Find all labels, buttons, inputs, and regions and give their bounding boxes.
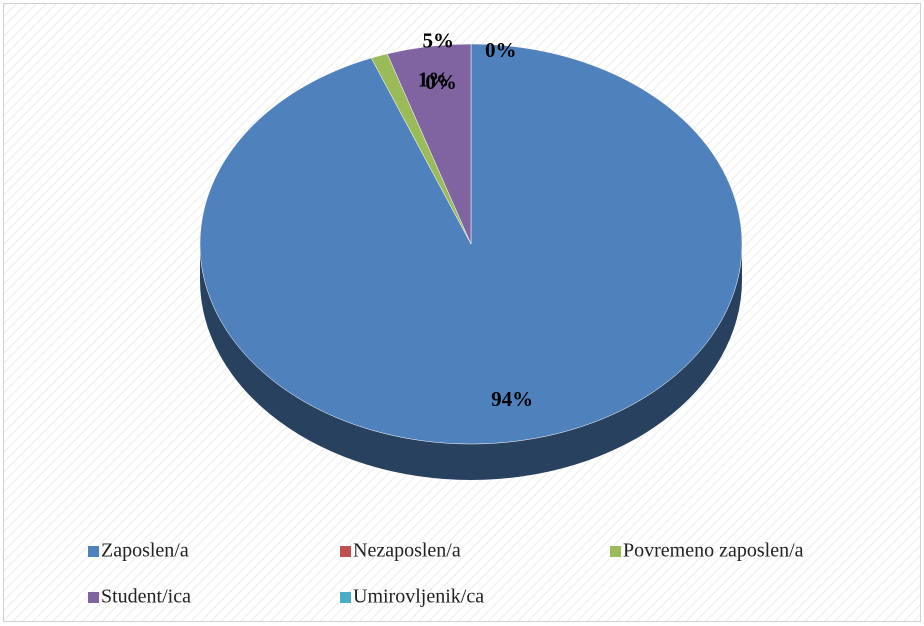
legend: Zaposlen/a Nezaposlen/a Povremeno zaposlen…: [88, 540, 804, 608]
data-label: 5%: [423, 28, 455, 52]
data-label: 94%: [491, 387, 533, 411]
legend-label: Povremeno zaposlen/a: [623, 540, 804, 562]
slice: [386, 43, 472, 245]
data-label: 1%: [418, 68, 450, 92]
data-label: 0%: [425, 70, 457, 94]
data-labels: 94%0%1%5% 0%: [418, 28, 533, 411]
legend-swatch: [340, 546, 351, 557]
legend-swatch: [88, 546, 99, 557]
legend-label: Umirovljenik/ca: [353, 586, 484, 608]
legend-label: Nezaposlen/a: [353, 540, 461, 562]
slice-side: [200, 244, 742, 480]
data-label: 0%: [485, 38, 517, 62]
legend-swatch: [340, 592, 351, 603]
legend-label: Zaposlen/a: [101, 540, 189, 562]
pie: [199, 43, 743, 480]
legend-swatch: [88, 592, 99, 603]
legend-swatch: [610, 546, 621, 557]
legend-label: Student/ica: [101, 586, 191, 608]
